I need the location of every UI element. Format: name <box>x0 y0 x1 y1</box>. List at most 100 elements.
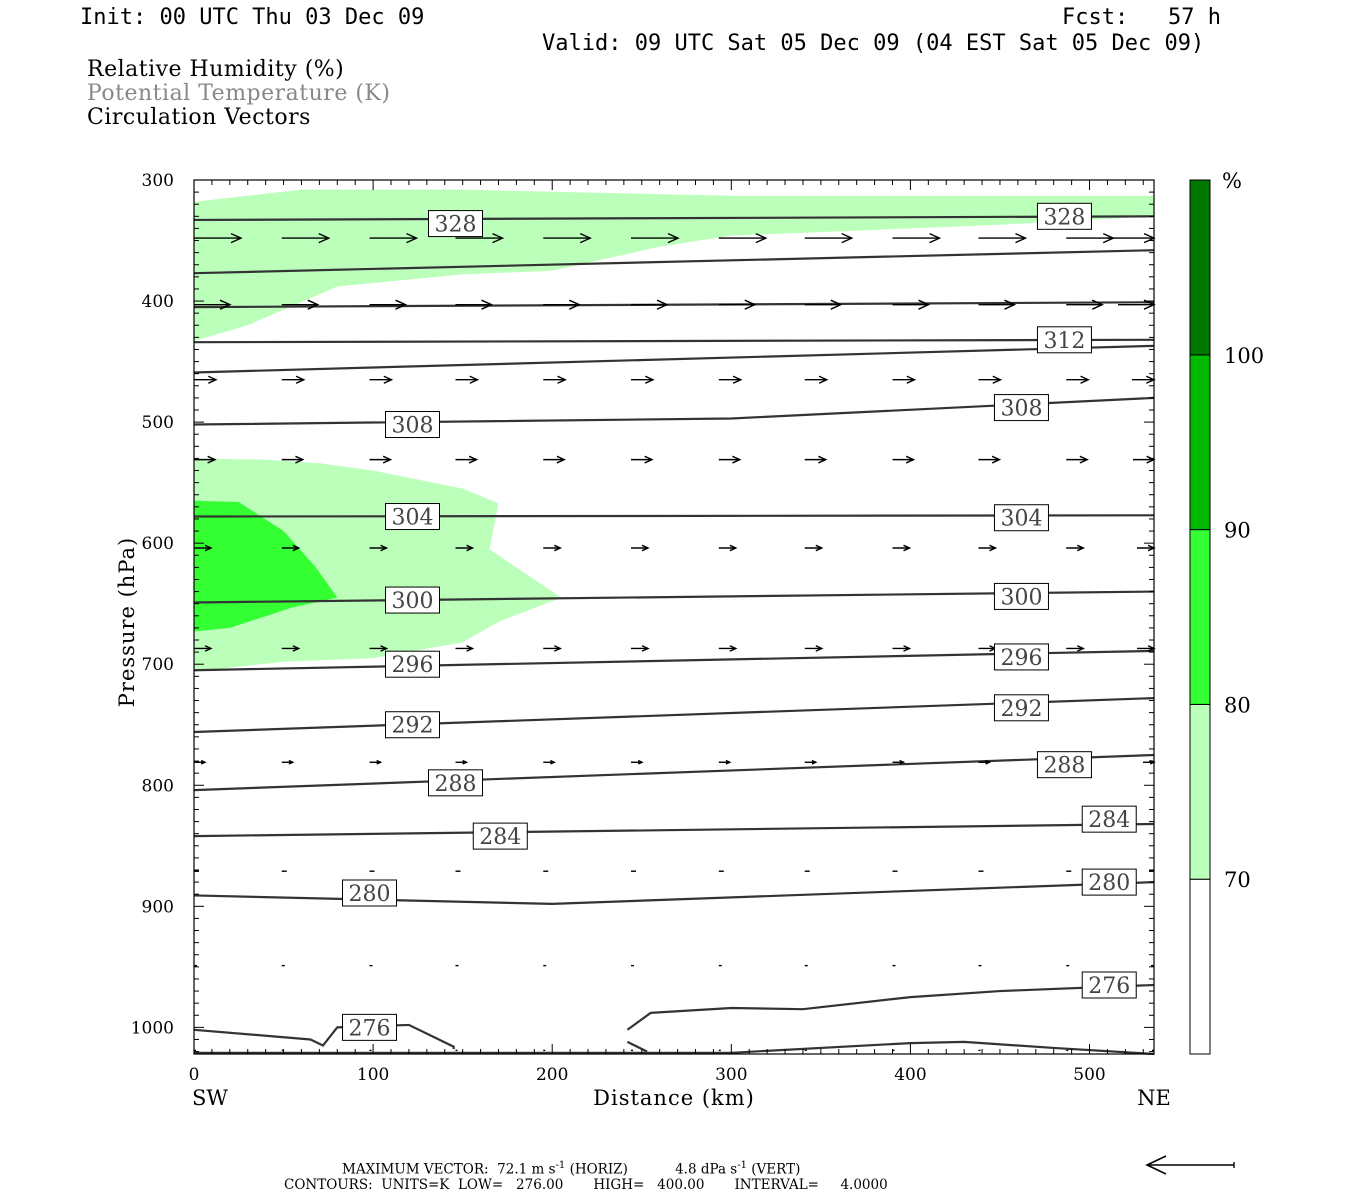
vector-head <box>903 544 912 552</box>
theta-label: 308 <box>392 414 434 439</box>
vector-head <box>406 232 419 244</box>
vector-head <box>1077 544 1085 552</box>
vector-head <box>732 375 743 384</box>
forecast-hour: Fcst: 57 h <box>1062 5 1221 30</box>
vector-arrow <box>978 375 1003 384</box>
vector-arrow <box>1066 232 1115 244</box>
theta-label-box <box>427 210 483 238</box>
vector-arrow <box>804 759 818 765</box>
colorbar-80-90 <box>1189 529 1211 705</box>
vector-head <box>219 299 232 310</box>
vector-head <box>905 455 916 464</box>
vector-head <box>466 544 475 552</box>
vector-arrow <box>455 232 505 244</box>
y-tick-label: 1000 <box>131 1018 174 1038</box>
colorbar-unit: % <box>1222 169 1242 193</box>
colorbar-below-70 <box>1189 878 1211 1055</box>
horiz-value: 72.1 m s <box>497 1161 556 1178</box>
vector-head <box>906 375 917 384</box>
theta-label-box <box>1036 751 1092 779</box>
vector-head <box>1077 645 1085 652</box>
vector-arrow <box>455 645 475 652</box>
vector-arrow <box>1132 375 1156 384</box>
vector-head <box>395 299 408 310</box>
vector-head <box>755 232 768 244</box>
vector-head <box>1079 455 1089 464</box>
rh-fill-70-middle <box>194 458 562 672</box>
vector-head <box>207 455 217 464</box>
valid-time: Valid: 09 UTC Sat 05 Dec 09 (04 EST Sat … <box>542 31 1205 56</box>
vector-arrow <box>194 645 213 652</box>
vector-head <box>899 759 906 765</box>
vector-head <box>1080 375 1090 384</box>
vector-head <box>729 544 738 552</box>
theta-label-box <box>993 582 1049 610</box>
theta-contour-280 <box>193 881 1155 905</box>
theta-label: 304 <box>1000 507 1042 532</box>
theta-contour-276 <box>193 1023 455 1050</box>
vector-head <box>554 645 562 652</box>
theta-label: 276 <box>349 1016 391 1041</box>
vector-head <box>815 645 824 652</box>
reference-vector <box>1145 1155 1235 1175</box>
vector-arrow <box>718 645 738 652</box>
footer-contours: CONTOURS: UNITS=K LOW= 276.00 HIGH= 400.… <box>284 1177 888 1193</box>
vector-arrow <box>369 232 419 244</box>
vector-arrow <box>718 759 732 765</box>
theta-label-box <box>993 643 1049 671</box>
vector-head <box>1004 299 1017 310</box>
theta-label: 304 <box>392 506 434 531</box>
vector-head <box>307 299 320 310</box>
vector-arrow <box>978 299 1017 310</box>
vector-head <box>744 299 757 310</box>
vector-arrow <box>718 544 738 552</box>
vector-head <box>818 455 828 464</box>
vector-arrow <box>718 232 768 244</box>
theta-label-box <box>385 411 441 439</box>
vector-arrow <box>804 544 824 552</box>
theta-label: 296 <box>1000 646 1042 671</box>
vector-head <box>295 375 306 384</box>
theta-label-box <box>1036 202 1092 230</box>
vector-head <box>841 232 854 244</box>
vector-arrow <box>978 759 992 765</box>
vector-head <box>230 232 243 244</box>
vector-arrow <box>892 232 942 244</box>
vector-head <box>382 455 393 464</box>
vector-arrow <box>455 544 475 552</box>
vector-arrow <box>455 299 494 310</box>
vector-arrow <box>718 299 757 310</box>
vector-arrow <box>631 299 669 310</box>
theta-label: 280 <box>349 882 391 907</box>
reference-vector-head <box>1145 1155 1167 1175</box>
vector-head <box>667 232 680 244</box>
vector-head <box>318 232 331 244</box>
vector-head <box>918 299 931 310</box>
theta-label-box <box>993 504 1049 532</box>
theta-label: 288 <box>434 772 476 797</box>
theta-label-box <box>385 503 441 531</box>
theta-label: 280 <box>1088 871 1130 896</box>
vector-head <box>288 759 295 765</box>
vector-arrow <box>892 375 917 384</box>
vector-head <box>903 645 912 652</box>
vector-arrow <box>631 645 650 652</box>
vector-arrow <box>1066 455 1089 464</box>
plot-frame: 300 400 500 600 700 800 900 1000 0 100 200 300 400 50… <box>115 171 1171 1110</box>
theta-label-box <box>1081 971 1137 999</box>
colorbar-level-label: 80 <box>1224 693 1251 717</box>
theta-contour-276 <box>626 1040 648 1053</box>
x-end-label-right: NE <box>1137 1086 1171 1110</box>
colorbar-level-label: 70 <box>1224 868 1251 892</box>
colorbar-level-label: 100 <box>1224 344 1264 368</box>
vector-arrow <box>804 232 854 244</box>
y-tick-label: 900 <box>142 897 174 917</box>
vector-arrow <box>978 544 998 552</box>
vector-arrow <box>194 232 243 244</box>
vector-head <box>1015 232 1028 244</box>
theta-label: 312 <box>1043 329 1085 354</box>
plot-border <box>193 179 1155 1055</box>
max-vector-label: MAXIMUM VECTOR: <box>342 1161 489 1178</box>
vector-head <box>481 299 494 310</box>
